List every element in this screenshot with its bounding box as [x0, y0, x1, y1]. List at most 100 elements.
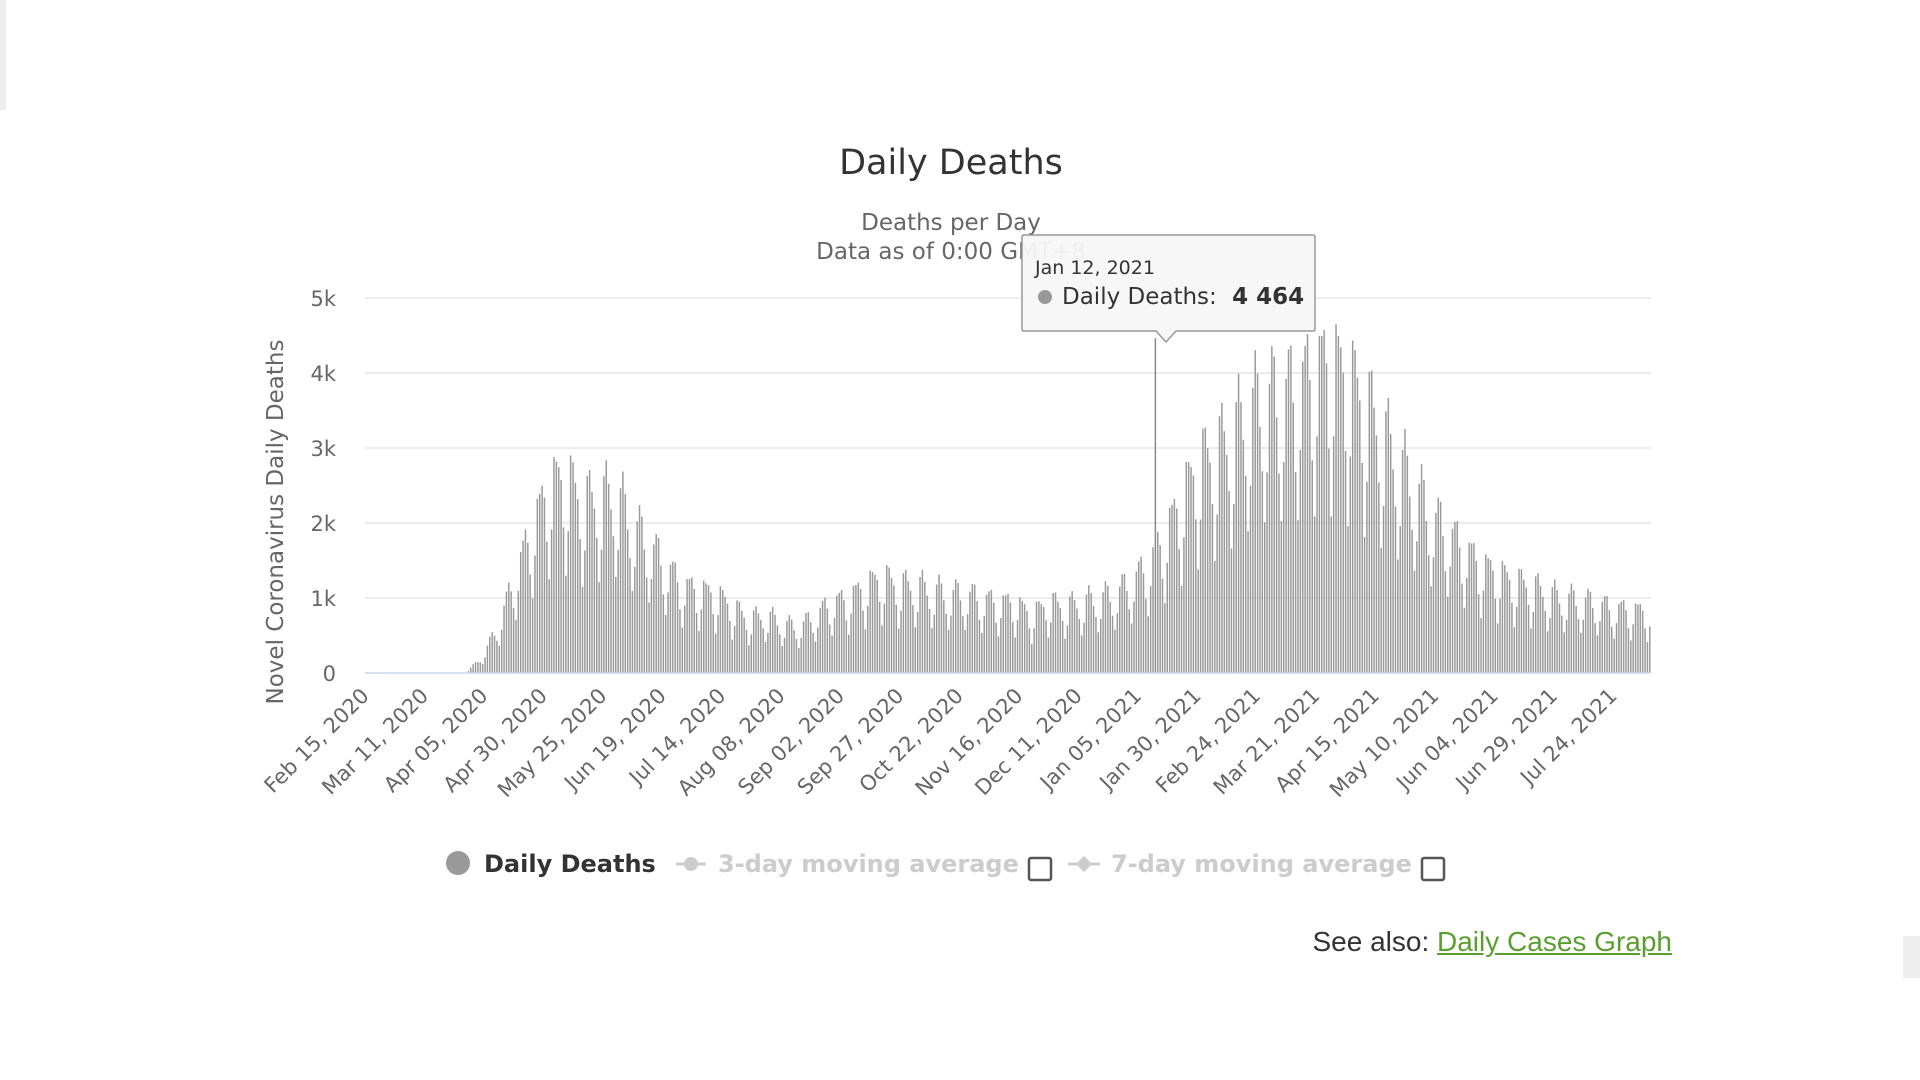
bar[interactable] [888, 567, 890, 673]
bar[interactable] [1316, 436, 1318, 673]
bar[interactable] [1323, 329, 1325, 674]
bar[interactable] [838, 592, 840, 673]
bar[interactable] [943, 600, 945, 673]
bar[interactable] [1228, 491, 1230, 673]
bar[interactable] [622, 471, 624, 673]
bar[interactable] [510, 591, 512, 673]
bar[interactable] [1107, 585, 1109, 673]
bar[interactable] [993, 602, 995, 673]
bar[interactable] [1644, 628, 1646, 673]
bar[interactable] [1392, 469, 1394, 674]
bar[interactable] [800, 637, 802, 673]
bar[interactable] [669, 564, 672, 673]
bar[interactable] [1553, 579, 1556, 673]
bar[interactable] [900, 610, 902, 673]
bar[interactable] [1012, 622, 1014, 673]
bar[interactable] [1561, 615, 1563, 673]
bar[interactable] [1458, 547, 1461, 673]
bar[interactable] [1242, 439, 1245, 673]
bar[interactable] [1425, 520, 1428, 673]
bar[interactable] [1071, 591, 1073, 673]
bar[interactable] [1052, 592, 1054, 673]
bar[interactable] [859, 589, 862, 673]
bar[interactable] [1420, 464, 1423, 673]
bar[interactable] [1359, 400, 1361, 673]
bar[interactable] [1406, 455, 1409, 673]
legend-7day-checkbox[interactable] [1420, 856, 1446, 882]
bar[interactable] [1401, 449, 1404, 673]
bar[interactable] [660, 565, 662, 673]
bar[interactable] [657, 537, 660, 673]
bar[interactable] [1439, 501, 1442, 673]
bar[interactable] [722, 590, 724, 674]
bar[interactable] [774, 614, 776, 674]
bar[interactable] [1166, 562, 1168, 673]
bar[interactable] [1128, 609, 1130, 673]
bar[interactable] [1302, 361, 1304, 673]
bar[interactable] [907, 581, 909, 673]
bar[interactable] [790, 619, 793, 673]
bar[interactable] [783, 637, 786, 673]
bar[interactable] [959, 600, 962, 673]
bar[interactable] [1625, 610, 1627, 673]
bar[interactable] [776, 625, 779, 674]
bar[interactable] [736, 600, 738, 673]
bar[interactable] [1187, 462, 1190, 673]
bar[interactable] [1266, 472, 1268, 674]
bar[interactable] [786, 621, 788, 673]
bar[interactable] [876, 579, 878, 673]
legend-3day-checkbox[interactable] [1027, 856, 1053, 882]
bar[interactable] [1330, 516, 1333, 673]
bar[interactable] [912, 605, 914, 673]
bar[interactable] [505, 591, 508, 674]
bar[interactable] [691, 577, 693, 673]
bar[interactable] [976, 601, 978, 673]
bar[interactable] [1252, 387, 1254, 673]
bar[interactable] [1492, 570, 1494, 673]
bar[interactable] [1344, 451, 1347, 673]
bar[interactable] [1140, 556, 1142, 673]
bar[interactable] [1573, 590, 1575, 673]
bar[interactable] [1361, 462, 1363, 673]
bar[interactable] [1292, 402, 1294, 673]
bar[interactable] [1408, 496, 1411, 673]
bar[interactable] [500, 629, 503, 673]
bar[interactable] [781, 645, 783, 673]
bar[interactable] [484, 657, 486, 673]
bar[interactable] [591, 491, 593, 673]
bar[interactable] [935, 584, 938, 673]
bar[interactable] [1413, 570, 1416, 673]
bar[interactable] [869, 570, 871, 673]
bar[interactable] [1447, 596, 1449, 673]
bar[interactable] [954, 579, 957, 673]
bar[interactable] [1368, 371, 1371, 673]
bar[interactable] [1335, 324, 1337, 673]
bar[interactable] [1489, 560, 1492, 674]
bar[interactable] [1271, 346, 1273, 673]
bar[interactable] [703, 580, 705, 673]
bar[interactable] [1285, 378, 1287, 673]
bar[interactable] [1380, 548, 1382, 673]
bar[interactable] [1178, 549, 1180, 673]
bar[interactable] [1580, 632, 1582, 673]
bar[interactable] [1223, 431, 1226, 673]
bar[interactable] [1214, 560, 1216, 674]
bar[interactable] [612, 536, 615, 673]
bar[interactable] [962, 616, 964, 673]
bar[interactable] [805, 613, 807, 673]
bar[interactable] [1197, 569, 1199, 673]
bar[interactable] [1290, 345, 1292, 674]
bar[interactable] [1475, 560, 1478, 673]
bar[interactable] [714, 633, 717, 673]
bar[interactable] [1611, 626, 1613, 673]
bar[interactable] [1309, 379, 1311, 673]
bar[interactable] [843, 600, 845, 673]
bar[interactable] [479, 662, 482, 673]
bar[interactable] [1138, 561, 1140, 673]
bar[interactable] [1211, 504, 1214, 673]
bar[interactable] [1577, 618, 1580, 673]
bar[interactable] [1304, 345, 1306, 673]
bar[interactable] [1294, 471, 1297, 673]
bar[interactable] [1582, 619, 1584, 673]
bar[interactable] [1608, 609, 1611, 673]
